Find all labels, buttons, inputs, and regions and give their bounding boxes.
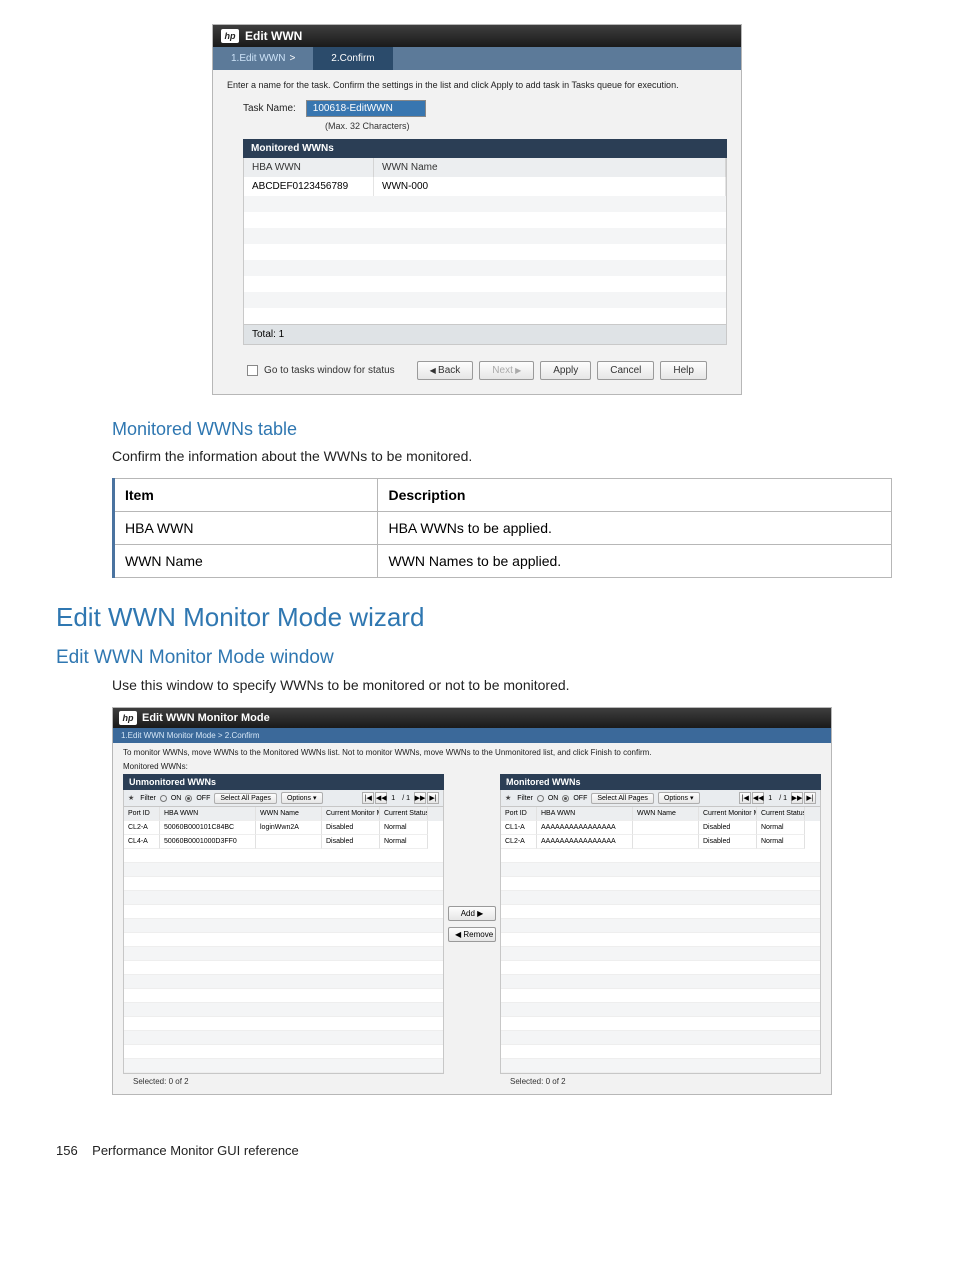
col-wwn-name: WWN Name <box>256 807 322 821</box>
monitored-panel: Monitored WWNs Filter ON OFF Select All … <box>500 774 821 1074</box>
unmonitored-header: Unmonitored WWNs <box>123 774 444 790</box>
col-status: Current Status <box>380 807 428 821</box>
filter-on-radio[interactable] <box>160 795 167 802</box>
col-wwn-name: WWN Name <box>633 807 699 821</box>
filter-off-radio[interactable] <box>185 795 192 802</box>
dialog-title: Edit WWN <box>245 29 302 43</box>
selected-right: Selected: 0 of 2 <box>500 1074 821 1094</box>
page-next-icon[interactable]: ▶▶ <box>414 792 426 804</box>
monitored-wwns-table-body: Confirm the information about the WWNs t… <box>112 448 898 464</box>
options-button[interactable]: Options ▾ <box>658 792 700 804</box>
help-button[interactable]: Help <box>660 361 707 380</box>
go-to-tasks-checkbox[interactable] <box>247 365 258 376</box>
col-monitor-mode: Current Monitor Mode <box>699 807 757 821</box>
monitored-header: Monitored WWNs <box>500 774 821 790</box>
monitored-wwns-table: HBA WWN WWN Name ABCDEF0123456789 WWN-00… <box>243 158 727 345</box>
col-hba-wwn: HBA WWN <box>160 807 256 821</box>
page-last-icon[interactable]: ▶| <box>804 792 816 804</box>
page-first-icon[interactable]: |◀ <box>362 792 374 804</box>
go-to-tasks-label: Go to tasks window for status <box>264 365 395 376</box>
col-status: Current Status <box>757 807 805 821</box>
transfer-buttons: Add ▶ ◀ Remove <box>444 774 500 1074</box>
table-row[interactable]: ABCDEF0123456789 WWN-000 <box>244 177 726 196</box>
dialog-titlebar: hp Edit WWN <box>213 25 741 47</box>
page-last-icon[interactable]: ▶| <box>427 792 439 804</box>
page-first-icon[interactable]: |◀ <box>739 792 751 804</box>
filter-on-radio[interactable] <box>537 795 544 802</box>
cancel-button[interactable]: Cancel <box>597 361 654 380</box>
table-row[interactable]: CL2-A50060B000101C84BCloginWwn2ADisabled… <box>124 821 443 835</box>
instruction-text: To monitor WWNs, move WWNs to the Monito… <box>113 743 831 762</box>
filter-off-radio[interactable] <box>562 795 569 802</box>
selected-left: Selected: 0 of 2 <box>123 1074 444 1094</box>
dialog-titlebar: hp Edit WWN Monitor Mode <box>113 708 831 728</box>
task-name-input[interactable]: 100618-EditWWN <box>306 100 426 117</box>
table-total: Total: 1 <box>244 324 726 344</box>
dialog-footer: Go to tasks window for status Back Next … <box>227 355 727 386</box>
monitored-wwns-table-heading: Monitored WWNs table <box>112 419 898 440</box>
task-name-hint: (Max. 32 Characters) <box>325 121 727 131</box>
page-total: / 1 <box>399 795 413 802</box>
page-current: 1 <box>388 795 398 802</box>
col-port-id: Port ID <box>124 807 160 821</box>
paginator: |◀ ◀◀ 1 / 1 ▶▶ ▶| <box>739 792 816 804</box>
instruction-text: Enter a name for the task. Confirm the s… <box>227 80 727 90</box>
add-button[interactable]: Add ▶ <box>448 906 496 921</box>
page-next-icon[interactable]: ▶▶ <box>791 792 803 804</box>
select-all-pages-button[interactable]: Select All Pages <box>591 793 654 804</box>
edit-wwn-confirm-dialog: hp Edit WWN 1.Edit WWN> 2.Confirm Enter … <box>212 24 742 395</box>
hp-logo-icon: hp <box>119 711 137 725</box>
filter-label: Filter <box>505 794 533 802</box>
wizard-step-tabs: 1.Edit WWN Monitor Mode > 2.Confirm <box>113 728 831 743</box>
col-wwn-name: WWN Name <box>374 158 726 177</box>
page-current: 1 <box>765 795 775 802</box>
wizard-step-tabs: 1.Edit WWN> 2.Confirm <box>213 47 741 70</box>
apply-button[interactable]: Apply <box>540 361 591 380</box>
remove-button[interactable]: ◀ Remove <box>448 927 496 942</box>
left-toolbar: Filter ON OFF Select All Pages Options ▾… <box>123 790 444 807</box>
filter-label: Filter <box>128 794 156 802</box>
monitored-wwns-label: Monitored WWNs: <box>113 762 831 774</box>
page-footer: 156 Performance Monitor GUI reference <box>56 1143 898 1158</box>
table-row[interactable]: CL2-AAAAAAAAAAAAAAAAADisabledNormal <box>501 835 820 849</box>
page-prev-icon[interactable]: ◀◀ <box>752 792 764 804</box>
page-number: 156 <box>56 1143 78 1158</box>
select-all-pages-button[interactable]: Select All Pages <box>214 793 277 804</box>
monitored-wwns-header: Monitored WWNs <box>243 139 727 158</box>
edit-wwn-monitor-mode-window-heading: Edit WWN Monitor Mode window <box>56 647 898 669</box>
wizard-step-2[interactable]: 2.Confirm <box>313 47 392 70</box>
unmonitored-grid: Port ID HBA WWN WWN Name Current Monitor… <box>123 807 444 1074</box>
back-button[interactable]: Back <box>417 361 474 380</box>
table-row: WWN Name WWN Names to be applied. <box>114 545 892 578</box>
monitored-grid: Port ID HBA WWN WWN Name Current Monitor… <box>500 807 821 1074</box>
table-row[interactable]: CL4-A50060B0001000D3FF0DisabledNormal <box>124 835 443 849</box>
edit-wwn-monitor-mode-wizard-heading: Edit WWN Monitor Mode wizard <box>56 602 898 633</box>
right-toolbar: Filter ON OFF Select All Pages Options ▾… <box>500 790 821 807</box>
col-monitor-mode: Current Monitor Mode <box>322 807 380 821</box>
table-row: HBA WWN HBA WWNs to be applied. <box>114 512 892 545</box>
wizard-step-1[interactable]: 1.Edit WWN> <box>213 47 313 70</box>
unmonitored-panel: Unmonitored WWNs Filter ON OFF Select Al… <box>123 774 444 1074</box>
page-total: / 1 <box>776 795 790 802</box>
col-port-id: Port ID <box>501 807 537 821</box>
monitor-mode-body: Use this window to specify WWNs to be mo… <box>112 677 898 693</box>
col-item: Item <box>114 479 378 512</box>
options-button[interactable]: Options ▾ <box>281 792 323 804</box>
task-name-label: Task Name: <box>243 103 296 114</box>
paginator: |◀ ◀◀ 1 / 1 ▶▶ ▶| <box>362 792 439 804</box>
edit-wwn-monitor-mode-dialog: hp Edit WWN Monitor Mode 1.Edit WWN Moni… <box>112 707 832 1095</box>
item-description-table: Item Description HBA WWN HBA WWNs to be … <box>112 478 892 578</box>
col-description: Description <box>378 479 892 512</box>
page-prev-icon[interactable]: ◀◀ <box>375 792 387 804</box>
col-hba-wwn: HBA WWN <box>244 158 374 177</box>
col-hba-wwn: HBA WWN <box>537 807 633 821</box>
dialog-title: Edit WWN Monitor Mode <box>142 712 270 724</box>
footer-title: Performance Monitor GUI reference <box>92 1143 299 1158</box>
table-row[interactable]: CL1-AAAAAAAAAAAAAAAAADisabledNormal <box>501 821 820 835</box>
hp-logo-icon: hp <box>221 29 239 43</box>
next-button: Next <box>479 361 534 380</box>
